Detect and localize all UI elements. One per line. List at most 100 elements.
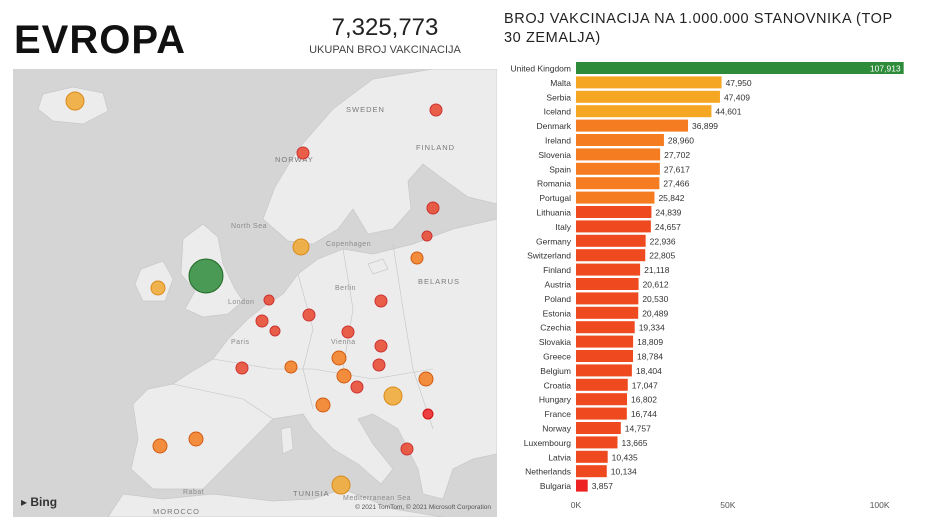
bar-value-label: 107,913 — [870, 64, 901, 74]
map-bubble-switzerland[interactable] — [284, 360, 298, 374]
page-title: EVROPA — [14, 18, 186, 62]
bar-latvia[interactable] — [576, 450, 608, 463]
map-bubble-czechia[interactable] — [341, 325, 355, 339]
map-bubble-lithuania[interactable] — [410, 251, 424, 265]
map-bubble-slovenia[interactable] — [336, 368, 352, 384]
bar-value-label: 21,118 — [644, 265, 670, 275]
map-bubble-united-kingdom[interactable] — [188, 258, 224, 294]
bar-switzerland[interactable] — [576, 249, 646, 262]
map-bubble-malta[interactable] — [331, 475, 351, 495]
map-bubble-luxembourg[interactable] — [269, 325, 281, 337]
bar-value-label: 22,936 — [650, 236, 676, 246]
bar-category-label: Ireland — [545, 136, 571, 146]
map-bubble-france[interactable] — [235, 361, 249, 375]
bar-category-label: Iceland — [544, 107, 572, 117]
bar-spain[interactable] — [576, 162, 660, 175]
bar-category-label: France — [545, 409, 572, 419]
map-bubble-greece[interactable] — [400, 442, 414, 456]
map-bubble-belgium[interactable] — [255, 314, 269, 328]
bar-austria[interactable] — [576, 278, 639, 290]
bar-value-label: 27,617 — [664, 164, 690, 174]
bar-ireland[interactable] — [576, 134, 664, 146]
map-bubble-norway[interactable] — [296, 146, 310, 160]
bar-france[interactable] — [576, 407, 627, 420]
bar-value-label: 10,435 — [612, 452, 638, 462]
bar-serbia[interactable] — [576, 90, 720, 103]
bar-slovenia[interactable] — [576, 148, 661, 161]
bar-category-label: Greece — [543, 352, 571, 362]
bar-category-label: Serbia — [546, 92, 571, 102]
map-bubble-bulgaria[interactable] — [422, 408, 434, 420]
bar-denmark[interactable] — [576, 119, 689, 132]
bar-value-label: 28,960 — [668, 136, 694, 146]
bar-germany[interactable] — [576, 234, 646, 247]
x-tick-label: 50K — [720, 500, 735, 510]
bar-bulgaria[interactable] — [576, 479, 588, 492]
bar-value-label: 24,657 — [655, 222, 681, 232]
x-tick-label: 100K — [870, 500, 890, 510]
bar-netherlands[interactable] — [576, 465, 607, 478]
bar-estonia[interactable] — [576, 306, 639, 319]
bar-romania[interactable] — [576, 177, 660, 190]
bar-portugal[interactable] — [576, 191, 655, 204]
map-bubble-germany[interactable] — [302, 308, 316, 322]
bar-finland[interactable] — [576, 263, 641, 276]
bar-category-label: Bulgaria — [540, 481, 571, 491]
bar-luxembourg[interactable] — [576, 436, 618, 449]
bar-category-label: Italy — [555, 222, 571, 232]
bar-iceland[interactable] — [576, 105, 712, 118]
map-bubble-ireland[interactable] — [150, 280, 166, 296]
bar-value-label: 27,702 — [664, 150, 690, 160]
bar-lithuania[interactable] — [576, 206, 652, 218]
bar-croatia[interactable] — [576, 378, 628, 391]
bar-category-label: Austria — [545, 280, 572, 290]
map-label-tunisia: TUNISIA — [293, 489, 330, 498]
map-bubble-hungary[interactable] — [372, 358, 386, 372]
bar-value-label: 44,601 — [715, 107, 741, 117]
europe-map[interactable]: SWEDEN FINLAND NORWAY North Sea Copenhag… — [13, 69, 497, 517]
map-bubble-serbia[interactable] — [383, 386, 403, 406]
map-label-finland: FINLAND — [416, 143, 456, 152]
map-bubble-denmark[interactable] — [292, 238, 310, 256]
bar-category-label: Slovakia — [539, 337, 571, 347]
bar-malta[interactable] — [576, 76, 722, 89]
map-bubble-estonia[interactable] — [426, 201, 440, 215]
bar-slovakia[interactable] — [576, 335, 634, 348]
map-bubble-slovakia[interactable] — [374, 339, 388, 353]
bar-norway[interactable] — [576, 422, 621, 434]
bar-greece[interactable] — [576, 350, 634, 362]
bar-category-label: Finland — [543, 265, 571, 275]
bar-hungary[interactable] — [576, 393, 628, 406]
bar-value-label: 14,757 — [625, 424, 651, 434]
bar-value-label: 18,784 — [637, 352, 663, 362]
map-bubble-croatia[interactable] — [350, 380, 364, 394]
bar-chart-svg: United Kingdom 107,913 Malta 47,950 Serbia 47… — [511, 62, 904, 510]
map-label-vienna: Vienna — [331, 339, 356, 346]
bar-poland[interactable] — [576, 292, 639, 305]
map-bubble-finland[interactable] — [429, 103, 443, 117]
map-bubble-spain[interactable] — [188, 431, 204, 447]
map-bubble-portugal[interactable] — [152, 438, 168, 454]
map-label-mediterranean: Mediterranean Sea — [343, 495, 412, 502]
map-bubble-austria[interactable] — [331, 350, 347, 366]
bar-category-label: Hungary — [539, 395, 572, 405]
map-bubble-netherlands[interactable] — [263, 294, 275, 306]
bar-category-label: Czechia — [540, 323, 571, 333]
bar-united-kingdom[interactable] — [576, 62, 904, 74]
map-bubble-iceland[interactable] — [65, 91, 85, 111]
bar-category-label: United Kingdom — [511, 64, 571, 74]
map-copyright: © 2021 TomTom, © 2021 Microsoft Corporat… — [355, 504, 491, 511]
map-bubble-latvia[interactable] — [421, 230, 433, 242]
bar-value-label: 18,809 — [637, 337, 663, 347]
bar-value-label: 16,802 — [631, 395, 657, 405]
bar-italy[interactable] — [576, 220, 651, 233]
bar-value-label: 18,404 — [636, 366, 662, 376]
map-bubble-poland[interactable] — [374, 294, 388, 308]
bar-czechia[interactable] — [576, 321, 635, 334]
bar-belgium[interactable] — [576, 364, 632, 377]
map-label-belarus: BELARUS — [418, 277, 461, 286]
map-label-london: London — [228, 299, 255, 306]
map-bubble-romania[interactable] — [418, 371, 434, 387]
map-bubble-italy[interactable] — [315, 397, 331, 413]
chart-title: BROJ VAKCINACIJA NA 1.000.000 STANOVNIKA… — [504, 11, 893, 46]
